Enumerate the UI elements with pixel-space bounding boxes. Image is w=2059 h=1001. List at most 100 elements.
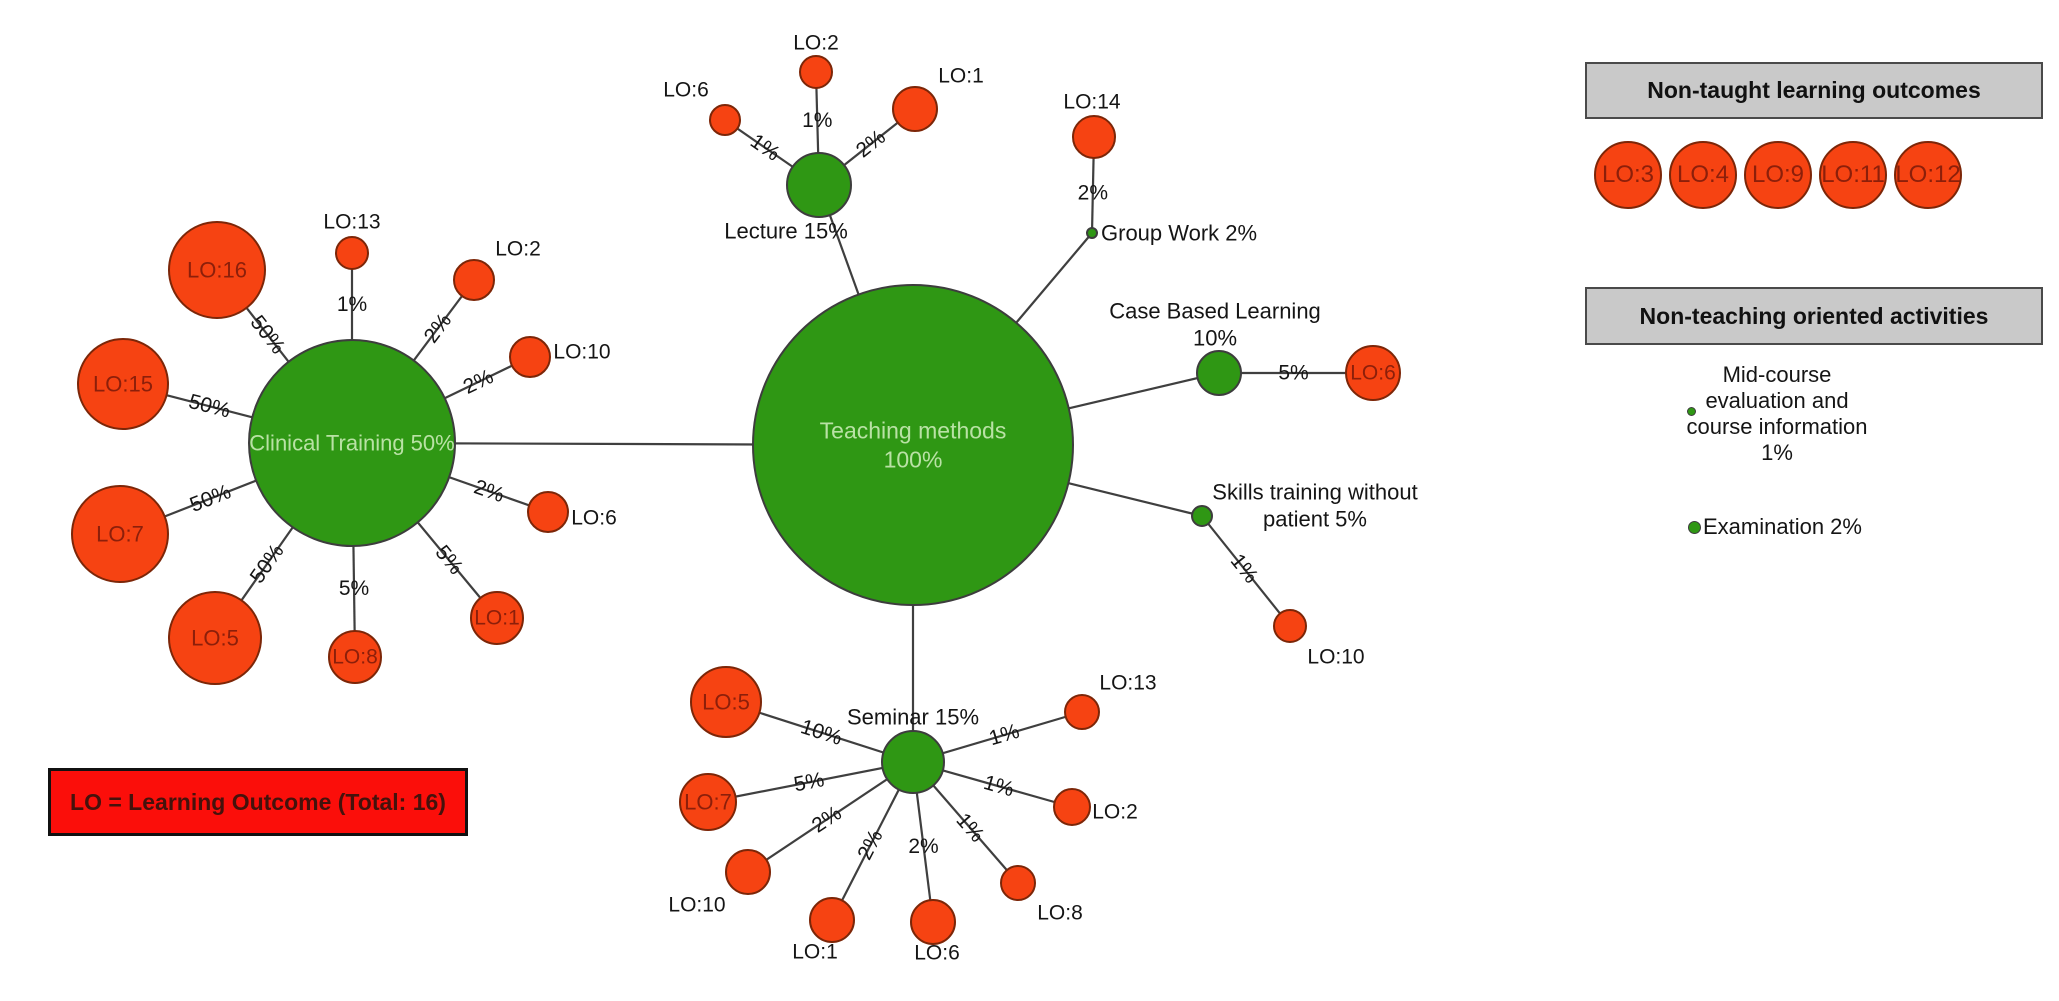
node-cl_lo8 — [328, 630, 382, 684]
node-label-lec_lo1: LO:1 — [938, 65, 984, 88]
node-sem_lo13 — [1064, 694, 1100, 730]
edge-label-seminar-sem_lo13: 1% — [986, 720, 1022, 751]
node-clinical — [248, 339, 456, 547]
edge-label-clinical-cl_lo1: 5% — [431, 541, 468, 579]
edge-label-seminar-sem_lo10: 2% — [808, 802, 846, 838]
node-label-sem_lo13: LO:13 — [1099, 672, 1156, 695]
node-label-lo14: LO:14 — [1063, 91, 1121, 114]
node-label-cl_lo5: LO:5 — [191, 626, 239, 651]
node-label-cl_lo16: LO:16 — [187, 258, 247, 283]
node-label-lecture: Lecture 15% — [724, 219, 848, 244]
node-label-cl_lo8: LO:8 — [332, 646, 378, 669]
mid-course-label-line-2: evaluation and — [1705, 388, 1849, 413]
node-cl_lo13 — [335, 236, 369, 270]
node-lo14 — [1072, 115, 1116, 159]
node-label-cbl_lo6: LO:6 — [1350, 362, 1396, 385]
node-label-clinical: Clinical Training 50% — [249, 431, 454, 456]
node-label-cl_lo10: LO:10 — [553, 341, 610, 364]
node-lec_lo6 — [709, 104, 741, 136]
node-skills — [1191, 505, 1213, 527]
edge-label-groupwork-lo14: 2% — [1078, 181, 1108, 204]
mid-course-label: Mid-course evaluation and course informa… — [1627, 362, 1927, 466]
node-sem_lo1 — [809, 897, 855, 943]
node-label-cl_lo1: LO:1 — [474, 607, 520, 630]
node-label-cbl-line-1: Case Based Learning — [1109, 299, 1321, 324]
node-label-sem_lo7: LO:7 — [684, 790, 732, 815]
node-groupwork — [1086, 227, 1098, 239]
node-sem_lo10 — [725, 849, 771, 895]
node-cbl_lo6 — [1345, 345, 1401, 401]
node-label-sem_lo1: LO:1 — [792, 941, 838, 964]
edge-label-seminar-sem_lo5: 10% — [798, 715, 845, 750]
edge-label-clinical-cl_lo10: 2% — [460, 365, 497, 399]
node-label-skills-line-2: patient 5% — [1263, 507, 1367, 532]
node-label-cl_lo15: LO:15 — [93, 372, 153, 397]
node-label-sk_lo10: LO:10 — [1307, 646, 1364, 669]
panel-title-non-teaching-oriented-activities: Non-teaching oriented activities — [1585, 287, 2043, 345]
node-label-skills-line-1: Skills training without — [1212, 480, 1417, 505]
mid-course-label-line-3: course information — [1686, 414, 1868, 439]
node-cl_lo10 — [509, 336, 551, 378]
examination-dot-icon — [1688, 521, 1701, 534]
node-cl_lo7 — [71, 485, 169, 583]
node-cl_lo16 — [168, 221, 266, 319]
edge-label-clinical-cl_lo2: 2% — [420, 309, 457, 347]
node-sem_lo2 — [1053, 788, 1091, 826]
node-cl_lo1 — [470, 591, 524, 645]
edge-label-clinical-cl_lo13: 1% — [337, 293, 367, 316]
edge-label-seminar-sem_lo2: 1% — [981, 771, 1016, 801]
edge-skills-sk_lo10 — [1201, 515, 1291, 627]
edge-label-seminar-sem_lo6: 2% — [908, 835, 938, 858]
edge-label-clinical-cl_lo15: 50% — [186, 390, 232, 423]
non-taught-outcome-lo-12: LO:12 — [1894, 141, 1962, 209]
non-taught-outcome-lo-4: LO:4 — [1669, 141, 1737, 209]
node-label-cl_lo6: LO:6 — [571, 507, 617, 530]
edge-label-clinical-cl_lo16: 50% — [246, 311, 290, 358]
node-sem_lo8 — [1000, 865, 1036, 901]
node-cl_lo5 — [168, 591, 262, 685]
node-cl_lo6 — [527, 491, 569, 533]
node-label-sem_lo6: LO:6 — [914, 942, 960, 965]
edge-label-clinical-cl_lo8: 5% — [339, 577, 369, 600]
node-lec_lo2 — [799, 55, 833, 89]
non-taught-outcome-lo-9: LO:9 — [1744, 141, 1812, 209]
node-label-sem_lo8: LO:8 — [1037, 902, 1083, 925]
node-label-teaching-line-2: 100% — [884, 447, 943, 473]
node-seminar — [881, 730, 945, 794]
node-label-teaching-line-1: Teaching methods — [820, 418, 1007, 444]
edge-label-clinical-cl_lo7: 50% — [187, 480, 235, 517]
edge-label-lecture-lec_lo2: 1% — [802, 109, 832, 132]
edge-seminar-sem_lo10 — [747, 761, 914, 873]
mid-course-dot-icon — [1687, 407, 1696, 416]
node-label-cl_lo2: LO:2 — [495, 238, 541, 261]
non-taught-outcome-lo-3: LO:3 — [1594, 141, 1662, 209]
examination-label: Examination 2% — [1703, 514, 1862, 539]
mid-course-label-line-1: Mid-course — [1722, 362, 1832, 387]
edge-label-seminar-sem_lo7: 5% — [792, 768, 826, 796]
node-sem_lo6 — [910, 899, 956, 945]
panel-title-non-taught-learning-outcomes: Non-taught learning outcomes — [1585, 62, 2043, 119]
node-label-sem_lo5: LO:5 — [702, 690, 750, 715]
edge-label-seminar-sem_lo1: 2% — [853, 826, 887, 864]
edge-label-lecture-lec_lo1: 2% — [852, 125, 890, 162]
node-sem_lo5 — [690, 666, 762, 738]
edge-label-clinical-cl_lo6: 2% — [471, 475, 507, 507]
node-label-seminar: Seminar 15% — [847, 705, 979, 730]
node-label-lec_lo6: LO:6 — [663, 79, 709, 102]
node-cl_lo2 — [453, 259, 495, 301]
node-label-sem_lo10: LO:10 — [668, 894, 725, 917]
edge-seminar-sem_lo7 — [707, 760, 914, 804]
non-taught-outcomes-row: LO:3 LO:4 LO:9 LO:11 LO:12 — [1594, 141, 1962, 209]
edge-label-skills-sk_lo10: 1% — [1226, 550, 1263, 588]
edge-label-seminar-sem_lo8: 1% — [951, 809, 988, 847]
non-taught-outcome-lo-11: LO:11 — [1819, 141, 1887, 209]
node-label-sem_lo2: LO:2 — [1092, 801, 1138, 824]
node-sk_lo10 — [1273, 609, 1307, 643]
node-label-cl_lo13: LO:13 — [323, 211, 380, 234]
legend-box: LO = Learning Outcome (Total: 16) — [48, 768, 468, 836]
edge-label-cbl-cbl_lo6: 5% — [1278, 362, 1308, 385]
mid-course-label-line-4: 1% — [1761, 440, 1793, 465]
node-lecture — [786, 152, 852, 218]
